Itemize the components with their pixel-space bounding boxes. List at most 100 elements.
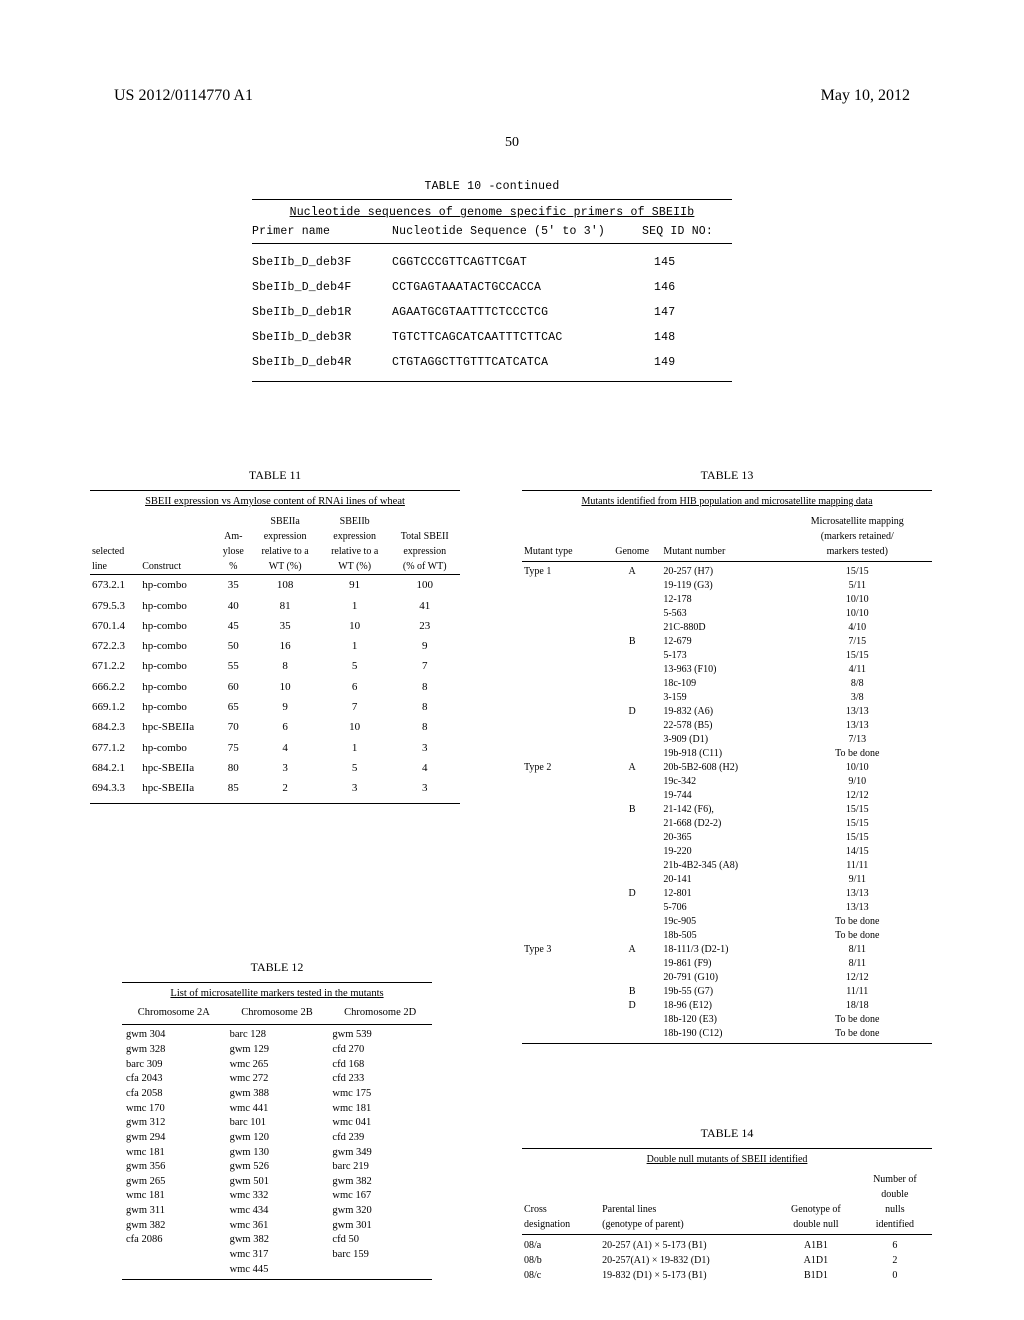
cell: 21b-4B2-345 (A8) bbox=[661, 859, 782, 873]
cell: cfd 50 bbox=[328, 1233, 432, 1248]
cell-id: 149 bbox=[654, 356, 714, 371]
cell: cfd 233 bbox=[328, 1072, 432, 1087]
table-row: 08/a20-257 (A1) × 5-173 (B1)A1B16 bbox=[522, 1238, 932, 1253]
cell: 20-791 (G10) bbox=[661, 971, 782, 985]
table-row: 13-963 (F10)4/11 bbox=[522, 663, 932, 677]
cell: 8 bbox=[389, 677, 460, 697]
cell: 10/10 bbox=[783, 607, 932, 621]
col-header: ylose bbox=[216, 544, 250, 559]
cell: 13/13 bbox=[783, 719, 932, 733]
cell: 40 bbox=[216, 596, 250, 616]
cell: 8 bbox=[389, 697, 460, 717]
table-row: cfa 2086gwm 382cfd 50 bbox=[122, 1233, 432, 1248]
cell bbox=[522, 775, 603, 789]
cell: 8/11 bbox=[783, 943, 932, 957]
cell-seq: CTGTAGGCTTGTTTCATCATCA bbox=[392, 356, 654, 371]
cell: 65 bbox=[216, 697, 250, 717]
cell: barc 309 bbox=[122, 1057, 226, 1072]
cell bbox=[603, 971, 661, 985]
cell: 12/12 bbox=[783, 789, 932, 803]
table-row: Type 2A20b-5B2-608 (H2)10/10 bbox=[522, 761, 932, 775]
cell: 673.2.1 bbox=[90, 575, 140, 595]
cell: 19c-905 bbox=[661, 915, 782, 929]
cell: A bbox=[603, 943, 661, 957]
col-header: Cross bbox=[522, 1202, 600, 1217]
table-row: 679.5.3hp-combo4081141 bbox=[90, 596, 460, 616]
col-header: WT (%) bbox=[250, 559, 320, 574]
cell: 81 bbox=[250, 596, 320, 616]
col-header bbox=[603, 529, 661, 544]
cell: 7/13 bbox=[783, 733, 932, 747]
cell-seq: CCTGAGTAAATACTGCCACCA bbox=[392, 281, 654, 296]
col-header: Number of bbox=[858, 1172, 932, 1187]
cell bbox=[522, 845, 603, 859]
cell: 6 bbox=[320, 677, 390, 697]
cell: 12-801 bbox=[661, 887, 782, 901]
table-row: 21-668 (D2-2)15/15 bbox=[522, 817, 932, 831]
cell: gwm 120 bbox=[226, 1130, 329, 1145]
cell: gwm 501 bbox=[226, 1174, 329, 1189]
cell: 100 bbox=[389, 575, 460, 595]
cell: gwm 312 bbox=[122, 1116, 226, 1131]
cell: Type 1 bbox=[522, 565, 603, 579]
table-row: 12-17810/10 bbox=[522, 593, 932, 607]
cell: 13/13 bbox=[783, 705, 932, 719]
cell: 20-257 (A1) × 5-173 (B1) bbox=[600, 1238, 774, 1253]
cell bbox=[522, 929, 603, 943]
cell-primer: SbeIIb_D_deb4F bbox=[252, 281, 392, 296]
table-row: B12-6797/15 bbox=[522, 635, 932, 649]
table-11-subtitle: SBEII expression vs Amylose content of R… bbox=[90, 495, 460, 509]
cell: wmc 181 bbox=[328, 1101, 432, 1116]
cell bbox=[122, 1262, 226, 1277]
cell bbox=[522, 887, 603, 901]
table-row: 5-17315/15 bbox=[522, 649, 932, 663]
cell bbox=[328, 1262, 432, 1277]
table-13: TABLE 13 Mutants identified from HIB pop… bbox=[522, 468, 932, 1044]
cell: 21-668 (D2-2) bbox=[661, 817, 782, 831]
cell: 12-178 bbox=[661, 593, 782, 607]
table-row: gwm 265gwm 501gwm 382 bbox=[122, 1174, 432, 1189]
cell: 91 bbox=[320, 575, 390, 595]
table-row: 19-22014/15 bbox=[522, 845, 932, 859]
col-header: Parental lines bbox=[600, 1202, 774, 1217]
cell bbox=[122, 1247, 226, 1262]
table-row: 669.1.2hp-combo65978 bbox=[90, 697, 460, 717]
table-row: gwm 294gwm 120cfd 239 bbox=[122, 1130, 432, 1145]
cell: 80 bbox=[216, 758, 250, 778]
col-header bbox=[522, 514, 603, 529]
cell: 20-257(A1) × 19-832 (D1) bbox=[600, 1253, 774, 1268]
cell: wmc 265 bbox=[226, 1057, 329, 1072]
cell: 18/18 bbox=[783, 999, 932, 1013]
cell: 8/11 bbox=[783, 957, 932, 971]
cell bbox=[522, 803, 603, 817]
table-row: 20-791 (G10)12/12 bbox=[522, 971, 932, 985]
header-right: May 10, 2012 bbox=[821, 86, 910, 107]
table-row: SbeIIb_D_deb4RCTGTAGGCTTGTTTCATCATCA149 bbox=[252, 356, 732, 371]
col-header bbox=[140, 529, 216, 544]
cell: 5-173 bbox=[661, 649, 782, 663]
cell: 18-111/3 (D2-1) bbox=[661, 943, 782, 957]
col-header: nulls bbox=[858, 1202, 932, 1217]
cell: wmc 445 bbox=[226, 1262, 329, 1277]
cell: wmc 167 bbox=[328, 1189, 432, 1204]
cell bbox=[603, 677, 661, 691]
col-header bbox=[90, 514, 140, 529]
cell bbox=[522, 789, 603, 803]
cell bbox=[603, 747, 661, 761]
col-header bbox=[522, 529, 603, 544]
cell: A1B1 bbox=[774, 1238, 858, 1253]
table-row: D12-80113/13 bbox=[522, 887, 932, 901]
cell: A bbox=[603, 565, 661, 579]
cell: 6 bbox=[250, 717, 320, 737]
cell: 10/10 bbox=[783, 761, 932, 775]
col-header: (% of WT) bbox=[389, 559, 460, 574]
cell bbox=[603, 649, 661, 663]
col-header: double null bbox=[774, 1217, 858, 1232]
cell: 1 bbox=[320, 636, 390, 656]
cell bbox=[603, 733, 661, 747]
cell: hp-combo bbox=[140, 636, 216, 656]
cell: 3/8 bbox=[783, 691, 932, 705]
table-row: 08/b20-257(A1) × 19-832 (D1)A1D12 bbox=[522, 1253, 932, 1268]
cell: 108 bbox=[250, 575, 320, 595]
cell bbox=[603, 789, 661, 803]
